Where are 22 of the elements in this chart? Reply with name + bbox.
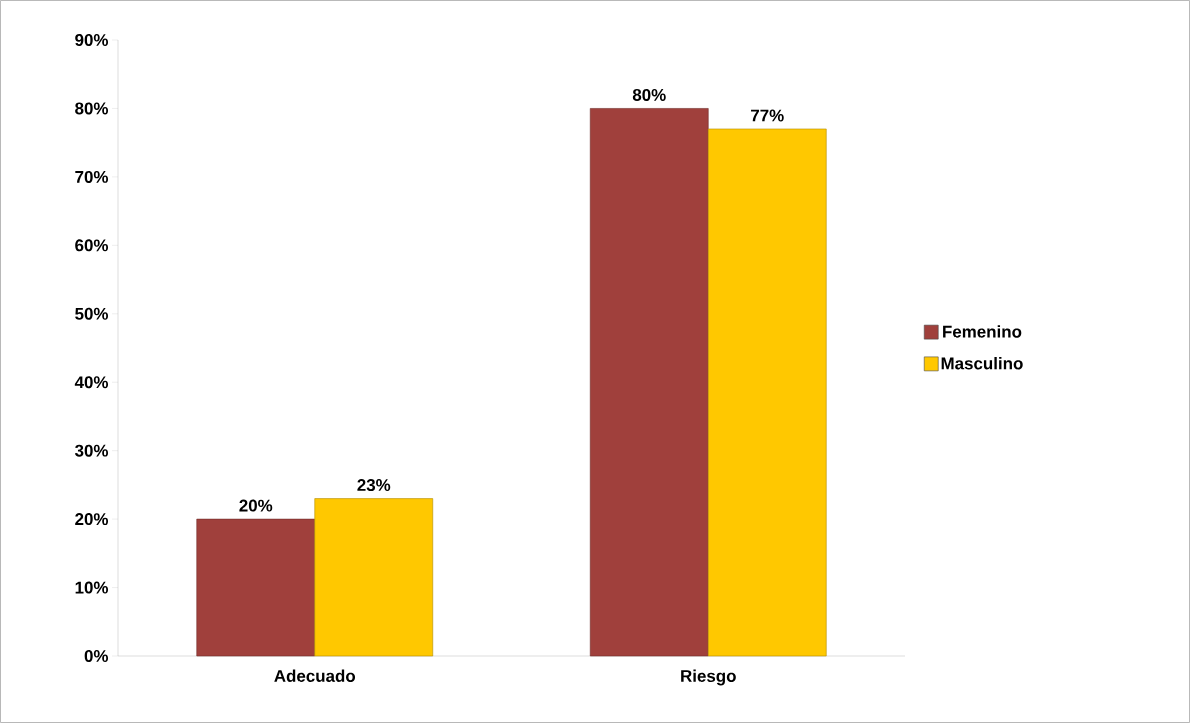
bar [196,518,316,657]
legend-label: Masculino [941,357,1023,370]
x-tick-label: Riesgo [681,669,736,686]
y-tick-label: 30% [74,444,109,457]
y-tick-label: 90% [75,34,109,47]
data-label: 80% [632,88,666,101]
legend-label: Femenino [943,325,1022,338]
y-tick-label: 50% [75,307,109,320]
data-label: 20% [239,499,273,512]
y-tick-label: 60% [75,239,109,252]
bar [707,128,827,657]
y-tick-label: 20% [75,513,109,526]
bar [589,108,709,657]
data-label: 23% [357,479,391,492]
x-tick-label: Adecuado [274,669,356,682]
bar [314,498,434,657]
y-tick-label: 40% [74,376,109,389]
data-label: 77% [751,109,784,122]
y-tick-label: 0% [84,650,109,662]
y-tick-label: 10% [75,581,109,594]
y-tick-label: 80% [75,102,109,115]
y-tick-label: 70% [75,170,109,183]
